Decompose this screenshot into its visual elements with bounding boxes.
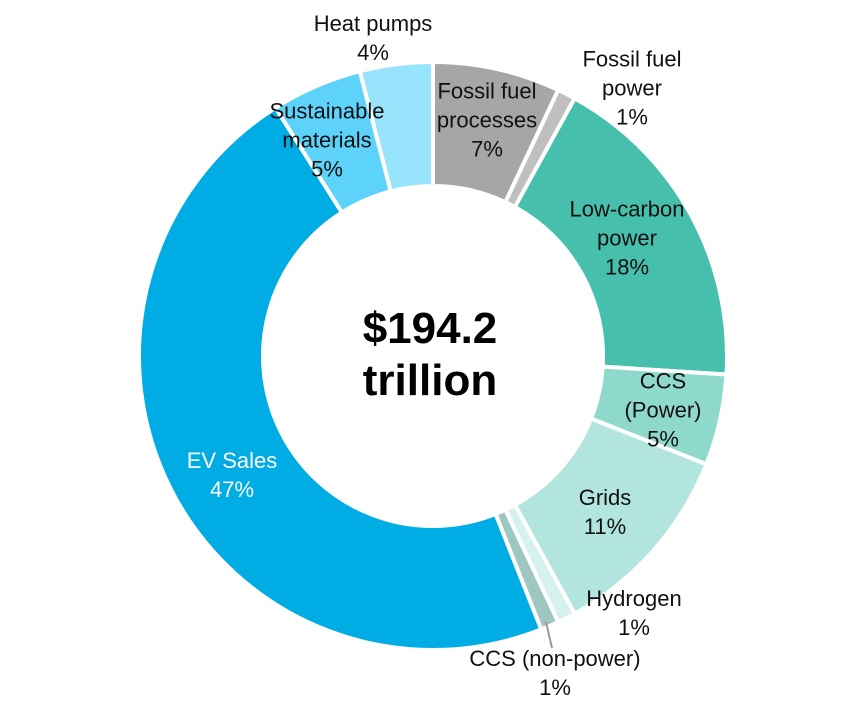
value-label: 47% bbox=[209, 477, 255, 502]
slice-label: Sustainable materials 5% bbox=[252, 97, 402, 184]
slice-label: CCS (Power) 5% bbox=[613, 367, 713, 454]
slice bbox=[512, 95, 729, 377]
slice-label: CCS (non-power) 1% bbox=[435, 644, 675, 702]
slice-label: EV Sales 47% bbox=[167, 446, 297, 504]
leader-line bbox=[545, 621, 553, 649]
value-label: 1% bbox=[539, 675, 571, 700]
slice-label: Hydrogen 1% bbox=[569, 584, 699, 642]
slice-label: Fossil fuel power 1% bbox=[562, 45, 702, 132]
value-label: 1% bbox=[616, 104, 648, 130]
value-label: 5% bbox=[311, 156, 343, 182]
value-label: 1% bbox=[618, 615, 650, 640]
slice-label: Low-carbon power 18% bbox=[552, 195, 702, 282]
center-label: $194.2 trillion bbox=[362, 304, 498, 405]
value-label: 11% bbox=[583, 514, 627, 539]
category-label: EV Sales bbox=[186, 448, 278, 473]
category-label: Grids bbox=[578, 485, 632, 510]
category-label: Heat pumps bbox=[313, 11, 433, 36]
category-label: Hydrogen bbox=[586, 586, 682, 611]
slice-label: Heat pumps 4% bbox=[303, 9, 443, 67]
slice-label: Fossil fuel processes 7% bbox=[417, 77, 557, 164]
category-label: Low-carbon power bbox=[569, 196, 685, 251]
category-label: Fossil fuel power bbox=[582, 46, 682, 101]
category-label: Sustainable materials bbox=[269, 98, 385, 153]
category-label: CCS (non-power) bbox=[469, 646, 641, 671]
value-label: 18% bbox=[604, 254, 650, 280]
value-label: 4% bbox=[357, 40, 389, 65]
slice bbox=[137, 105, 544, 652]
category-label: CCS (Power) bbox=[624, 368, 702, 423]
category-label: Fossil fuel processes bbox=[436, 78, 538, 133]
value-label: 5% bbox=[647, 426, 679, 452]
slice-label: Grids 11% bbox=[555, 483, 655, 541]
slice bbox=[357, 59, 435, 194]
value-label: 7% bbox=[471, 136, 503, 162]
